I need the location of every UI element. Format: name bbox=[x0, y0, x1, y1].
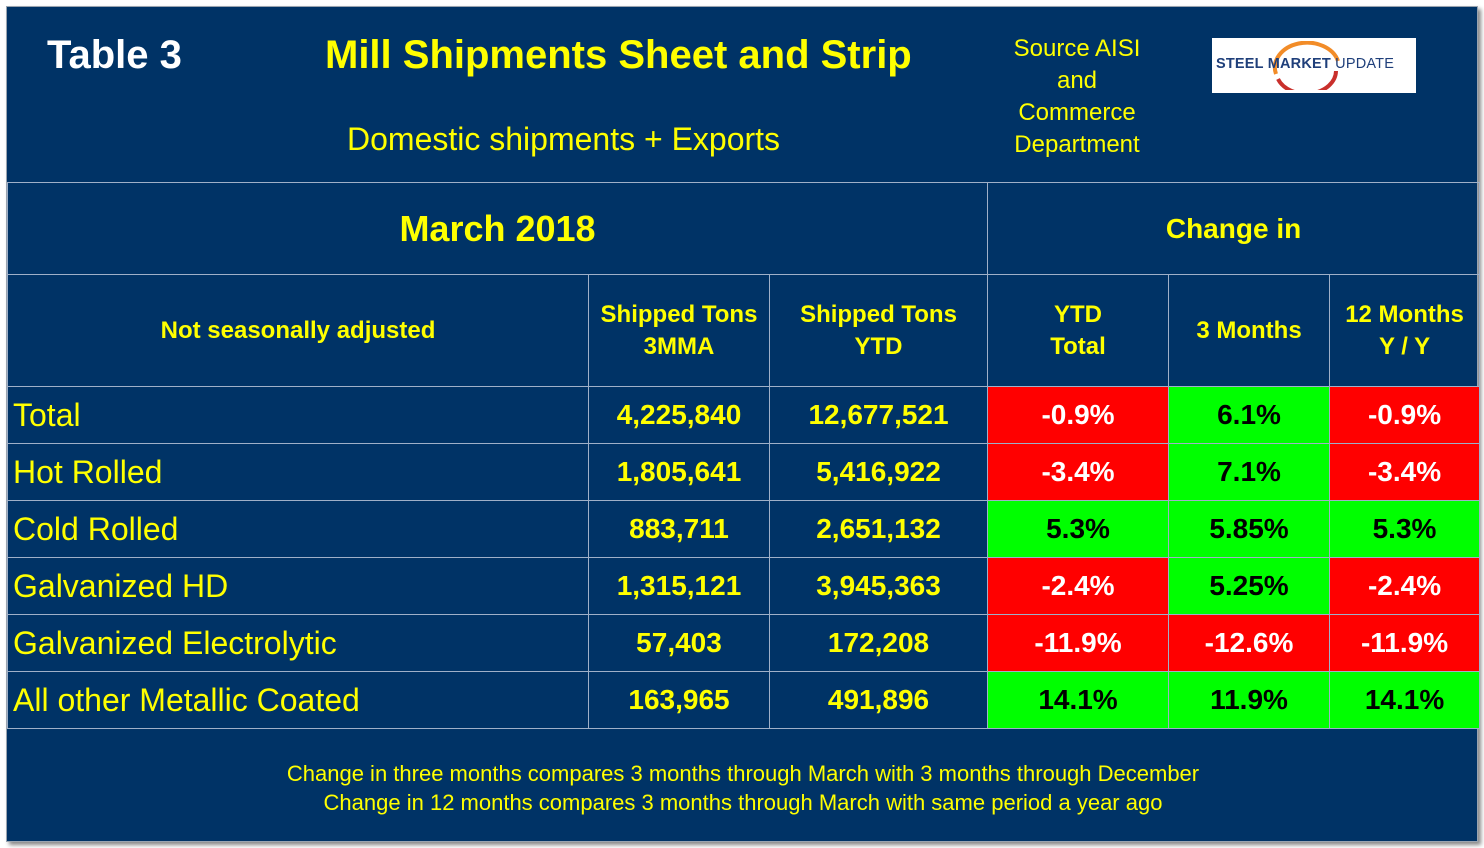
row-label: Cold Rolled bbox=[7, 500, 589, 558]
change-cell: 5.3% bbox=[1329, 500, 1481, 558]
change-cell: 14.1% bbox=[987, 671, 1170, 729]
table-row: Hot Rolled 1,805,641 5,416,922 -3.4% 7.1% -3.… bbox=[7, 443, 1481, 501]
tons-cell: 3,945,363 bbox=[768, 557, 989, 615]
change-cell: 5.3% bbox=[987, 500, 1170, 558]
change-cell: 5.25% bbox=[1168, 557, 1331, 615]
change-cell: -12.6% bbox=[1168, 614, 1331, 672]
row-label: Galvanized Electrolytic bbox=[7, 614, 589, 672]
change-cell: -11.9% bbox=[1329, 614, 1481, 672]
tons-cell: 4,225,840 bbox=[588, 386, 770, 444]
footnote: Change in three months compares 3 months… bbox=[286, 761, 1200, 786]
column-header-row: Not seasonally adjusted Shipped Tons 3MMA… bbox=[7, 274, 1481, 387]
logo-swoosh-icon bbox=[1272, 41, 1340, 90]
logo-text: STEEL MARKET UPDATE bbox=[1216, 56, 1394, 72]
change-cell: 5.85% bbox=[1168, 500, 1331, 558]
logo-market: MARKET bbox=[1263, 56, 1331, 72]
column-header: 12 Months Y / Y bbox=[1329, 274, 1481, 387]
tons-cell: 883,711 bbox=[588, 500, 770, 558]
tons-cell: 491,896 bbox=[768, 671, 989, 729]
logo-steel: STEEL bbox=[1216, 56, 1264, 72]
tons-cell: 1,315,121 bbox=[588, 557, 770, 615]
change-cell: -3.4% bbox=[1329, 443, 1481, 501]
change-cell: -11.9% bbox=[987, 614, 1170, 672]
footnote: Change in 12 months compares 3 months th… bbox=[323, 790, 1163, 815]
tons-cell: 57,403 bbox=[588, 614, 770, 672]
source-line: and bbox=[1056, 67, 1098, 94]
change-in-header: Change in bbox=[987, 182, 1481, 275]
change-cell: -3.4% bbox=[987, 443, 1170, 501]
period-label: March 2018 bbox=[6, 182, 989, 275]
source-line: Commerce bbox=[1018, 99, 1136, 126]
row-label: Total bbox=[7, 386, 589, 444]
row-label: All other Metallic Coated bbox=[7, 671, 589, 729]
period-row: March 2018 Change in bbox=[6, 182, 1481, 275]
row-label: Hot Rolled bbox=[7, 443, 589, 501]
tons-cell: 1,805,641 bbox=[588, 443, 770, 501]
source-note: Source AISI and Commerce Department bbox=[999, 33, 1155, 161]
change-cell: -2.4% bbox=[987, 557, 1170, 615]
change-cell: 14.1% bbox=[1329, 671, 1481, 729]
tons-cell: 5,416,922 bbox=[768, 443, 989, 501]
tons-cell: 172,208 bbox=[768, 614, 989, 672]
steel-market-update-logo: STEEL MARKET UPDATE bbox=[1212, 38, 1416, 93]
row-label: Galvanized HD bbox=[7, 557, 589, 615]
table-row: Galvanized HD 1,315,121 3,945,363 -2.4% 5.25… bbox=[7, 557, 1481, 615]
column-header: Shipped Tons YTD bbox=[768, 274, 989, 387]
table-row: Cold Rolled 883,711 2,651,132 5.3% 5.85% 5.3% bbox=[7, 500, 1481, 558]
change-cell: 7.1% bbox=[1168, 443, 1331, 501]
shipments-table: March 2018 Change in Not seasonally adju… bbox=[6, 182, 1481, 729]
column-header: YTD Total bbox=[987, 274, 1170, 387]
table-frame: Table 3 Mill Shipments Sheet and Strip D… bbox=[6, 6, 1481, 842]
source-line: Department bbox=[1014, 131, 1140, 158]
footnotes: Change in three months compares 3 months… bbox=[7, 759, 1479, 817]
table-row: Galvanized Electrolytic 57,403 172,208 -11.… bbox=[7, 614, 1481, 672]
logo-update: UPDATE bbox=[1330, 56, 1395, 72]
change-cell: 11.9% bbox=[1168, 671, 1331, 729]
change-cell: -0.9% bbox=[987, 386, 1170, 444]
column-header: Shipped Tons 3MMA bbox=[588, 274, 770, 387]
subtitle: Domestic shipments + Exports bbox=[347, 121, 781, 157]
page-title: Mill Shipments Sheet and Strip bbox=[325, 33, 912, 77]
table-label: Table 3 bbox=[47, 33, 182, 77]
tons-cell: 12,677,521 bbox=[768, 386, 989, 444]
column-header: 3 Months bbox=[1168, 274, 1331, 387]
change-cell: -0.9% bbox=[1329, 386, 1481, 444]
tons-cell: 2,651,132 bbox=[768, 500, 989, 558]
column-header: Not seasonally adjusted bbox=[7, 274, 589, 387]
change-cell: 6.1% bbox=[1168, 386, 1331, 444]
tons-cell: 163,965 bbox=[588, 671, 770, 729]
change-cell: -2.4% bbox=[1329, 557, 1481, 615]
table-row: Total 4,225,840 12,677,521 -0.9% 6.1% -0.9% bbox=[7, 386, 1481, 444]
source-line: Source AISI bbox=[1013, 35, 1141, 62]
table-row: All other Metallic Coated 163,965 491,896 1… bbox=[7, 671, 1481, 729]
